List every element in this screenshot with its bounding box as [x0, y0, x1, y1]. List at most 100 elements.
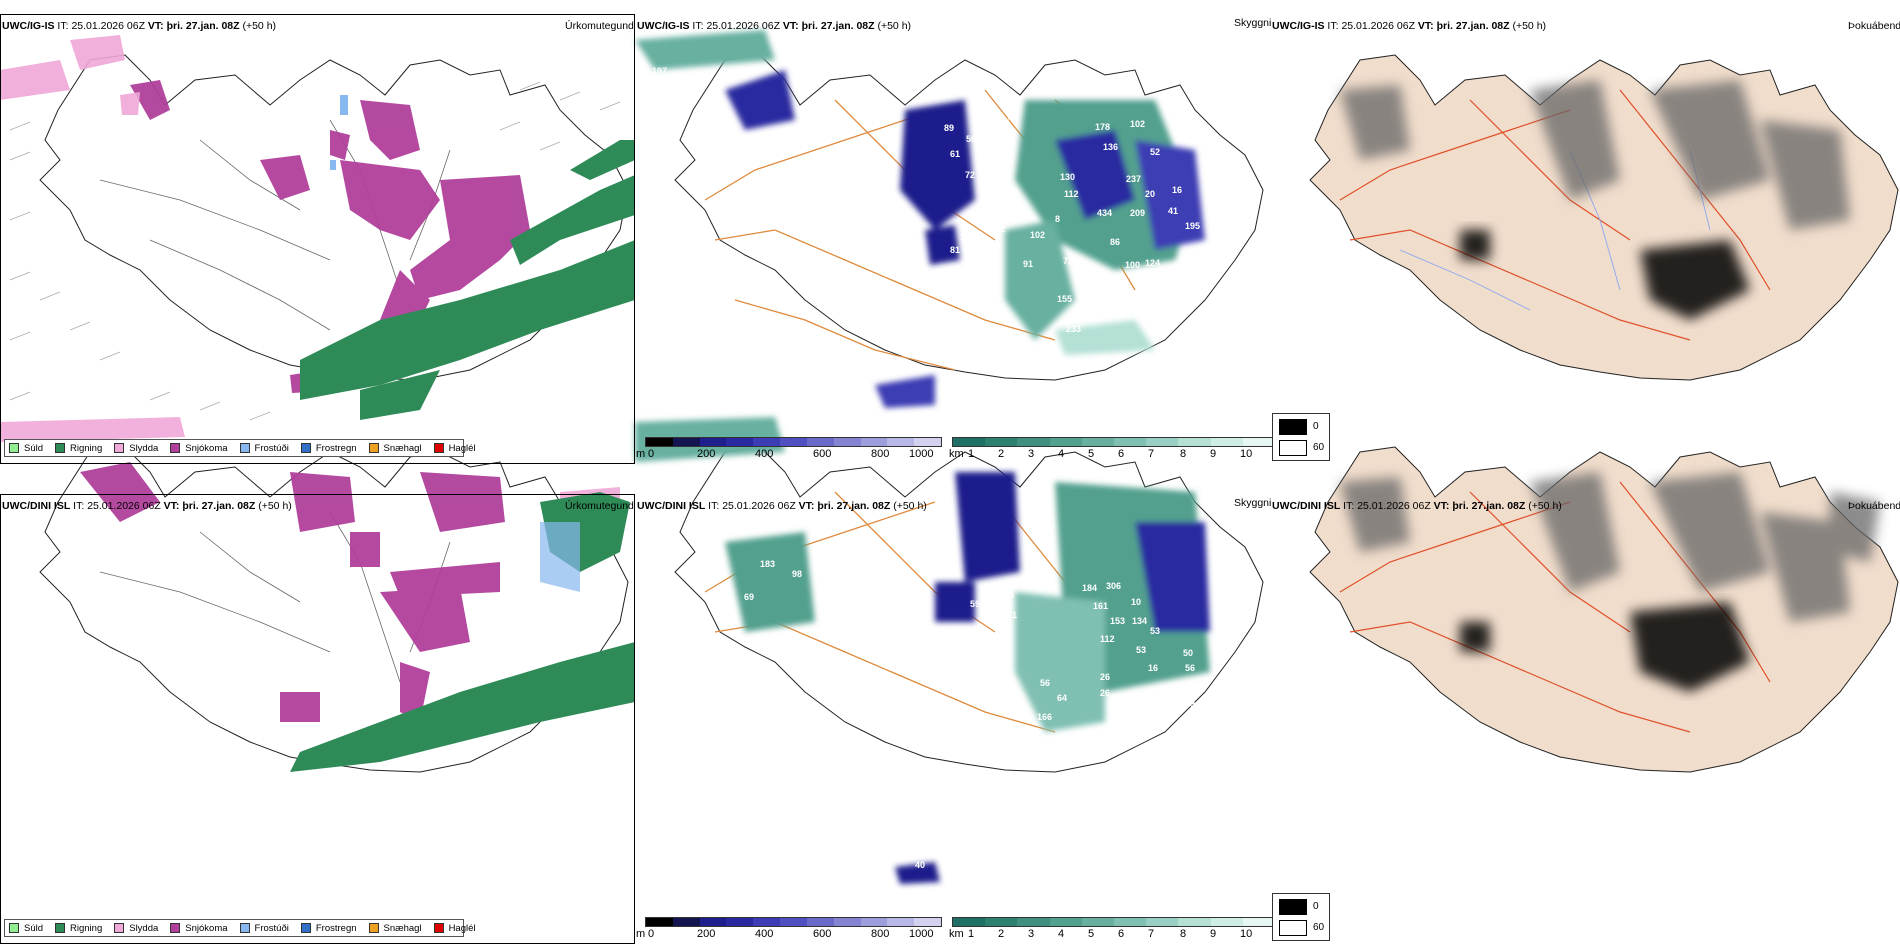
- visibility-m-colorbar-top: [645, 437, 942, 447]
- vis-km-tick: 5: [1088, 448, 1095, 460]
- vis-km-tick: 6: [1118, 448, 1125, 460]
- vis-m-tick: 400: [755, 448, 774, 460]
- legend-item-rigning: Rigning: [55, 443, 102, 454]
- vis-m-tick: 600: [813, 928, 832, 940]
- visibility-value-label: 59: [970, 599, 980, 609]
- legend-item-frostudi: Frostúði: [239, 923, 289, 934]
- visibility-value-label: 233: [1066, 324, 1081, 334]
- visibility-value-label: 56: [966, 134, 976, 144]
- visibility-value-label: 69: [744, 592, 754, 602]
- visibility-value-label: 202: [1105, 277, 1120, 287]
- vis-km-tick: 9: [1210, 928, 1217, 940]
- legend-item-haglel: Haglél: [433, 923, 476, 934]
- visibility-value-label: 6: [1030, 575, 1035, 585]
- visibility-value-label: 89: [944, 123, 954, 133]
- visibility-value-label: 61: [950, 149, 960, 159]
- vis-m-tick: 200: [697, 448, 716, 460]
- fog-label-60: 60: [1313, 442, 1325, 453]
- visibility-value-label: 57: [970, 650, 980, 660]
- legend-swatch: [433, 923, 444, 933]
- vis-m-tick: 600: [813, 448, 832, 460]
- visibility-km-unit-top: km: [949, 448, 964, 460]
- visibility-value-label: 102: [1130, 119, 1145, 129]
- vis-km-tick: 8: [1180, 928, 1187, 940]
- precip-map-bottom: [0, 417, 635, 773]
- visibility-value-label: 8: [1055, 214, 1060, 224]
- legend-item-sudd: Súld: [9, 923, 43, 934]
- visibility-value-label: 130: [1060, 172, 1075, 182]
- legend-item-sudd: Súld: [9, 443, 43, 454]
- visibility-value-label: 26: [1100, 688, 1110, 698]
- vis-m-tick: 1000: [909, 928, 934, 940]
- fog-label-0: 0: [1313, 421, 1319, 432]
- visibility-value-label: 41: [1168, 206, 1178, 216]
- vis-km-tick: 10: [1240, 448, 1253, 460]
- visibility-km-colorbar-top: [952, 437, 1276, 447]
- visibility-value-label: 56: [1004, 590, 1014, 600]
- visibility-value-label: 70: [1008, 188, 1018, 198]
- visibility-value-label: 233: [622, 80, 637, 90]
- visibility-km-colorbar-bottom: [952, 917, 1276, 927]
- visibility-value-label: 124: [1145, 258, 1160, 268]
- visibility-value-label: 53: [1150, 626, 1160, 636]
- visibility-value-label: 72: [965, 170, 975, 180]
- visibility-value-label: 49: [1008, 113, 1018, 123]
- legend-swatch: [368, 443, 379, 453]
- vis-km-tick: 5: [1088, 928, 1095, 940]
- visibility-value-label: 76: [1095, 770, 1105, 780]
- vis-m-tick: 0: [648, 928, 655, 940]
- fog-swatch-60: [1279, 440, 1307, 456]
- legend-item-slydda: Slydda: [114, 923, 158, 934]
- visibility-value-label: 166: [1037, 712, 1052, 722]
- legend-item-frostregn: Frostregn: [300, 923, 357, 934]
- panel-tag-vis-bottom: Skyggni: [1234, 497, 1272, 509]
- legend-item-frostudi: Frostúði: [239, 443, 289, 454]
- vis-km-tick: 7: [1148, 448, 1155, 460]
- visibility-value-label: 102: [1030, 230, 1045, 240]
- visibility-map-bottom: [635, 417, 1264, 884]
- visibility-value-label: 92: [1176, 720, 1186, 730]
- vis-km-tick: 3: [1028, 448, 1035, 460]
- visibility-value-label: 20: [1145, 189, 1155, 199]
- visibility-value-label: 237: [1126, 174, 1141, 184]
- visibility-value-label: 53: [1136, 645, 1146, 655]
- visibility-value-label: 10: [960, 232, 970, 242]
- precip-legend-bottom: Súld Rigning Slydda Snjókoma Frostúði Fr…: [4, 919, 476, 937]
- fog-swatch-60: [1279, 920, 1307, 936]
- visibility-m-colorbar-bottom: [645, 917, 942, 927]
- vis-m-tick: 1000: [909, 448, 934, 460]
- visibility-value-label: 26: [1100, 672, 1110, 682]
- visibility-value-label: 91: [1023, 259, 1033, 269]
- panel-tag-precip-top: Úrkomutegund: [565, 20, 634, 32]
- visibility-value-label: 178: [1095, 122, 1110, 132]
- vis-km-tick: 6: [1118, 928, 1125, 940]
- vis-km-tick: 2: [998, 448, 1005, 460]
- legend-swatch: [300, 923, 311, 933]
- visibility-value-label: 100: [1125, 260, 1140, 270]
- fog-label-60: 60: [1313, 922, 1325, 933]
- visibility-value-label: 414: [1066, 777, 1081, 787]
- visibility-value-label: 153: [1110, 616, 1125, 626]
- legend-item-slydda: Slydda: [114, 443, 158, 454]
- visibility-value-label: 95: [998, 170, 1008, 180]
- panel-tag-vis-top: Skyggni: [1234, 17, 1272, 29]
- vis-m-tick: 800: [871, 448, 890, 460]
- panel-tag-precip-bottom: Úrkomutegund: [565, 500, 634, 512]
- visibility-value-label: 86: [1110, 237, 1120, 247]
- legend-item-snjokoma: Snjókoma: [170, 443, 228, 454]
- legend-swatch: [114, 443, 125, 453]
- panel-tag-fog-bottom: Þokuábendi: [1848, 500, 1900, 512]
- legend-item-frostregn: Frostregn: [300, 443, 357, 454]
- legend-swatch: [9, 923, 19, 933]
- legend-swatch: [55, 923, 66, 933]
- visibility-value-label: 39: [1185, 699, 1195, 709]
- vis-km-tick: 4: [1058, 928, 1065, 940]
- visibility-value-label: 7: [965, 714, 970, 724]
- visibility-value-label: 52: [1150, 147, 1160, 157]
- visibility-value-label: 10: [1131, 597, 1141, 607]
- visibility-value-label: 64: [1057, 693, 1067, 703]
- visibility-value-label: 209: [1130, 208, 1145, 218]
- visibility-map-top: [635, 30, 1264, 408]
- legend-swatch: [239, 923, 250, 933]
- legend-swatch: [55, 443, 66, 453]
